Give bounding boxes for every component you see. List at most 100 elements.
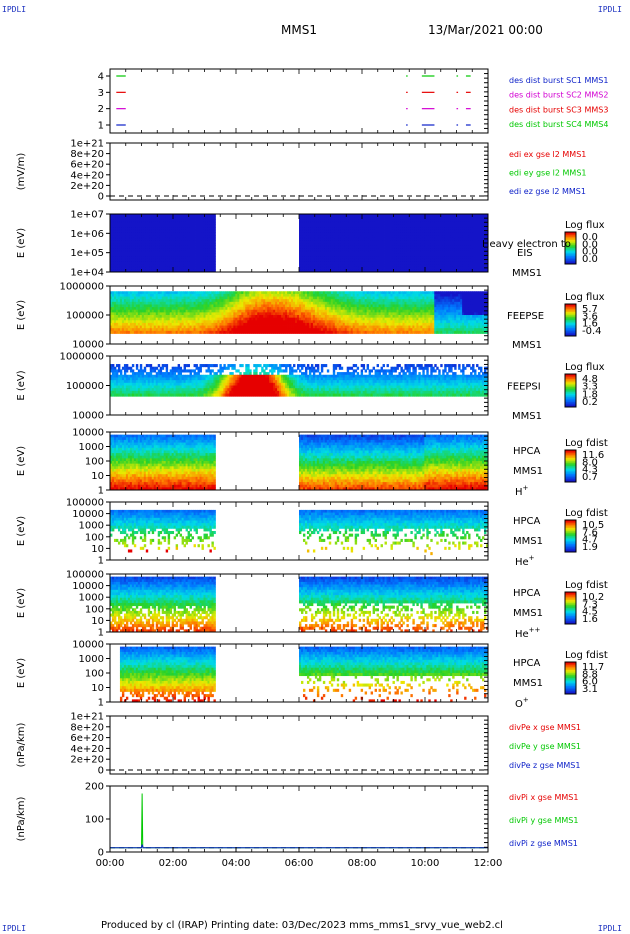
colorbar-swatch: [565, 390, 576, 393]
colorbar-swatch: [565, 328, 576, 331]
legend-entry: des dist burst SC4 MMS4: [509, 120, 608, 129]
y-axis-label: E (eV): [16, 300, 27, 330]
y-tick-label: 10000: [72, 411, 104, 422]
colorbar-swatch: [565, 622, 576, 625]
y-axis-label: E (eV): [16, 588, 27, 618]
colorbar-swatch: [565, 329, 576, 332]
legend-entry: des dist burst SC1 MMS1: [509, 76, 608, 85]
colorbar-swatch: [565, 472, 576, 475]
spectrogram-feepsi: [110, 364, 489, 397]
colorbar-swatch: [565, 324, 576, 327]
spectrogram-hpca_o: [119, 646, 489, 703]
colorbar-swatch: [565, 244, 576, 247]
colorbar-swatch: [565, 249, 576, 252]
x-tick-label: 10:00: [411, 858, 440, 869]
colorbar-swatch: [565, 608, 576, 611]
instrument-name: FEEPSE: [507, 311, 544, 322]
minor-ticks: [484, 501, 488, 561]
minor-ticks: [484, 355, 488, 416]
y-tick-label: 1000: [79, 593, 104, 604]
y-tick-label: 1: [98, 121, 104, 132]
colorbar-frame: [564, 449, 577, 483]
y-tick-label: 10: [91, 616, 104, 627]
panel-frame: [109, 715, 489, 775]
colorbar-swatch: [565, 598, 576, 601]
colorbar-swatch: [565, 454, 576, 457]
y-tick-label: 1e+21: [70, 712, 104, 723]
colorbar-title: Log flux: [565, 362, 605, 373]
colorbar-swatch: [565, 262, 576, 265]
y-tick-label: 100000: [66, 381, 104, 392]
colorbar-swatch: [565, 600, 576, 603]
colorbar-swatch: [565, 310, 576, 313]
colorbar-swatch: [565, 257, 576, 260]
y-tick-label: 1e+05: [70, 248, 104, 259]
colorbar-swatch: [565, 240, 576, 243]
colorbar-swatch: [565, 477, 576, 480]
colorbar-swatch: [565, 248, 576, 251]
colorbar-swatch: [565, 689, 576, 692]
colorbar-swatch: [565, 520, 576, 523]
colorbar-swatch: [565, 315, 576, 318]
colorbar-value: -0.4: [582, 326, 602, 337]
legend-entry: divPe y gse MMS1: [509, 742, 581, 751]
colorbar-swatch: [565, 612, 576, 615]
x-tick-label: 00:00: [96, 858, 125, 869]
colorbar-swatch: [565, 611, 576, 614]
colorbar-swatch: [565, 246, 576, 249]
colorbar-swatch: [565, 403, 576, 406]
y-tick-label: 2e+20: [70, 755, 104, 766]
y-tick-label: 0: [98, 766, 104, 777]
colorbar-swatch: [565, 456, 576, 459]
colorbar-swatch: [565, 382, 576, 385]
colorbar-value: 0.0: [582, 239, 598, 250]
colorbar-swatch: [565, 450, 576, 453]
colorbar-swatch: [565, 251, 576, 254]
colorbar-swatch: [565, 377, 576, 380]
spacecraft-title: MMS1: [281, 23, 317, 37]
colorbar-swatch: [565, 678, 576, 681]
colorbar-swatch: [565, 307, 576, 310]
colorbar-swatch: [565, 470, 576, 473]
y-tick-label: 1: [98, 556, 104, 567]
species-label: He++: [515, 626, 541, 640]
colorbar-swatch: [565, 459, 576, 462]
instrument-name: HPCA: [513, 658, 541, 669]
legend-entry: edi ey gse l2 MMS1: [509, 169, 587, 178]
colorbar-swatch: [565, 542, 576, 545]
instrument-name: HPCA: [513, 516, 541, 527]
colorbar-swatch: [565, 308, 576, 311]
colorbar-value: 4.8: [582, 374, 598, 385]
colorbar-frame: [564, 231, 577, 265]
y-tick-label: 1e+21: [70, 139, 104, 150]
y-tick-label: 200: [85, 782, 104, 793]
instrument-name: HPCA: [513, 446, 541, 457]
colorbar-swatch: [565, 321, 576, 324]
colorbar-swatch: [565, 668, 576, 671]
colorbar-swatch: [565, 676, 576, 679]
colorbar-swatch: [565, 545, 576, 548]
colorbar-swatch: [565, 539, 576, 542]
y-tick-label: 4e+20: [70, 170, 104, 181]
y-tick-label: 2e+20: [70, 181, 104, 192]
colorbar-swatch: [565, 595, 576, 598]
legend-entry: edi ez gse l2 MMS1: [509, 187, 586, 196]
y-tick-label: 100: [85, 815, 104, 826]
spacecraft-name: MMS1: [513, 536, 543, 547]
colorbar-swatch: [565, 313, 576, 316]
colorbar-swatch: [565, 393, 576, 396]
panel-frame: [109, 68, 489, 134]
colorbar-value: 1.6: [582, 614, 598, 625]
y-tick-label: 100000: [66, 570, 104, 581]
spectrogram-hpca_hepp: [110, 576, 489, 633]
y-tick-label: 10: [91, 544, 104, 555]
colorbar-value: 8.8: [582, 669, 598, 680]
colorbar-swatch: [565, 620, 576, 623]
colorbar-swatch: [565, 684, 576, 687]
colorbar-swatch: [565, 524, 576, 527]
colorbar-swatch: [565, 531, 576, 534]
colorbar-swatch: [565, 601, 576, 604]
y-tick-label: 100000: [66, 498, 104, 509]
y-tick-label: 1: [98, 628, 104, 639]
